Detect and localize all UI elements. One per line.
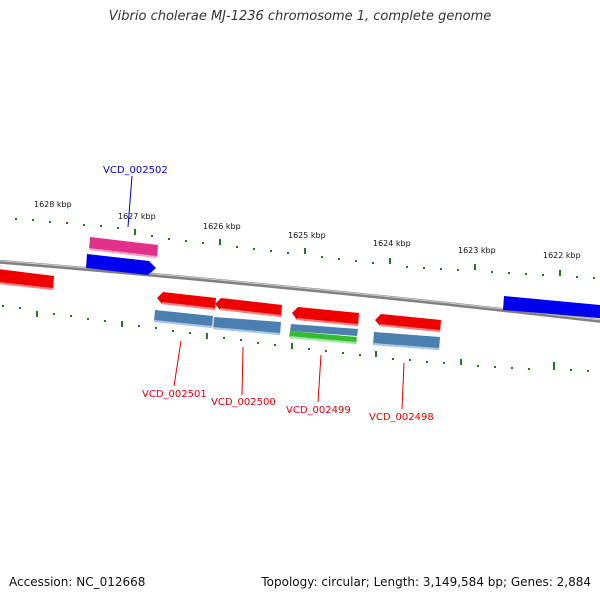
- outer-ticks: [15, 218, 595, 279]
- leader-line-vcd-002499: [317, 354, 322, 403]
- steel-feature-highlights: [154, 320, 439, 350]
- inner-ticks: [2, 305, 589, 372]
- tick-label: 1625 kbp: [288, 231, 326, 240]
- leader-line-vcd-002500: [241, 346, 244, 396]
- gene-label-vcd-002498[interactable]: VCD_002498: [369, 412, 434, 423]
- map-title: Vibrio cholerae MJ-1236 chromosome 1, co…: [108, 9, 492, 24]
- genome-summary-text: Topology: circular; Length: 3,149,584 bp…: [261, 575, 591, 589]
- forward-gene-right[interactable]: [503, 296, 600, 319]
- reverse-gene-vcd-002501[interactable]: [157, 292, 216, 310]
- tick-label: 1628 kbp: [34, 200, 72, 209]
- chromosome-backbone: [0, 259, 600, 323]
- gene-label-vcd-002501[interactable]: VCD_002501: [142, 389, 207, 400]
- magenta-feature[interactable]: [89, 237, 158, 258]
- gene-label-vcd-002502[interactable]: VCD_002502: [103, 165, 168, 176]
- tick-label: 1624 kbp: [373, 239, 411, 248]
- gene-label-vcd-002499[interactable]: VCD_002499: [286, 405, 351, 416]
- steel-feature-vcd-002499[interactable]: [290, 324, 358, 336]
- reverse-gene-vcd-002500[interactable]: [215, 298, 282, 317]
- magenta-feature-highlight: [89, 248, 157, 258]
- tick-label: 1626 kbp: [203, 222, 241, 231]
- reverse-gene-highlights: [0, 282, 440, 332]
- tick-label: 1623 kbp: [458, 246, 496, 255]
- green-feature-highlight: [289, 336, 356, 344]
- tick-label: 1622 kbp: [543, 251, 581, 260]
- reverse-gene-vcd-002498[interactable]: [375, 314, 441, 332]
- reverse-gene-vcd-002499[interactable]: [292, 307, 359, 326]
- forward-gene-vcd-002502[interactable]: [86, 254, 156, 275]
- accession-text: Accession: NC_012668: [9, 575, 146, 589]
- leader-line-vcd-002501: [173, 340, 182, 387]
- leader-line-vcd-002498: [401, 362, 405, 410]
- gene-label-vcd-002500[interactable]: VCD_002500: [211, 397, 276, 408]
- tick-label: 1627 kbp: [118, 212, 156, 221]
- leader-line-vcd-002502: [127, 175, 133, 228]
